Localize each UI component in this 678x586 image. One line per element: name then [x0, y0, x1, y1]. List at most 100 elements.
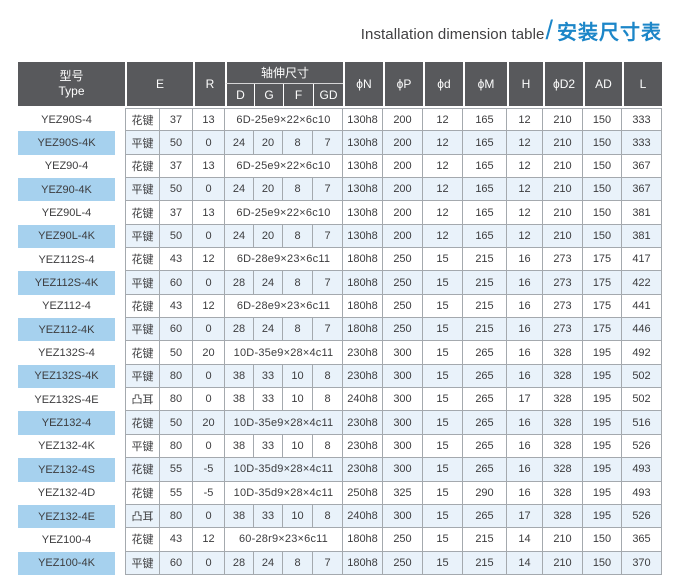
cell-r: 12 [193, 294, 225, 319]
cell-model: YEZ90S-4K [18, 131, 115, 155]
cell-shaft-merged: 10D-35e9×28×4c11 [225, 411, 343, 435]
cell-gd: 7 [313, 224, 343, 249]
cell-ad: 150 [583, 528, 622, 552]
table-row: YEZ100-4K 平键 60 0 28 24 8 7 180h8 250 15 215 14 210 15… [18, 551, 662, 575]
cell-e: 55 [160, 481, 193, 505]
cell-phi-p: 250 [383, 248, 423, 272]
cell-d: 28 [225, 318, 254, 342]
cell-d: 24 [225, 178, 254, 202]
cell-phi-p: 300 [383, 504, 423, 529]
cell-l: 381 [622, 224, 662, 249]
cell-f: 10 [283, 434, 313, 459]
cell-key-type: 花键 [125, 458, 160, 482]
table-row: YEZ132S-4E 凸耳 80 0 38 33 10 8 240h8 300 15 265 17 328… [18, 388, 662, 412]
cell-e: 50 [160, 341, 193, 365]
cell-ad: 150 [583, 178, 622, 202]
cell-shaft-merged: 6D-28e9×23×6c11 [225, 248, 343, 272]
table-row: YEZ112-4K 平键 60 0 28 24 8 7 180h8 250 15 215 16 273 17… [18, 318, 662, 342]
cell-ad: 150 [583, 108, 622, 132]
cell-phi-m: 165 [463, 154, 507, 179]
cell-e: 80 [160, 388, 193, 412]
cell-phi-n: 230h8 [343, 458, 383, 482]
cell-phi-m: 265 [463, 458, 507, 482]
cell-l: 493 [622, 481, 662, 505]
cell-model: YEZ112S-4 [18, 248, 115, 272]
cell-phi-n: 130h8 [343, 224, 383, 249]
cell-key-type: 花键 [125, 294, 160, 319]
cell-d: 38 [225, 388, 254, 412]
cell-phi-m: 265 [463, 388, 507, 412]
cell-e: 43 [160, 294, 193, 319]
cell-model: YEZ132-4D [18, 481, 115, 505]
cell-key-type: 花键 [125, 108, 160, 132]
header-ad: AD [583, 62, 622, 106]
header-phi-d: ϕd [423, 62, 463, 106]
cell-r: 13 [193, 154, 225, 179]
cell-l: 370 [622, 551, 662, 575]
header-g: G [254, 84, 283, 106]
cell-g: 20 [254, 224, 283, 249]
cell-phi-d: 15 [423, 504, 463, 529]
cell-phi-d2: 210 [543, 224, 583, 249]
cell-phi-d: 15 [423, 551, 463, 575]
cell-e: 43 [160, 528, 193, 552]
cell-gd: 7 [313, 551, 343, 575]
cell-phi-p: 250 [383, 294, 423, 319]
cell-e: 55 [160, 458, 193, 482]
cell-phi-d2: 328 [543, 481, 583, 505]
header-d: D [225, 84, 254, 106]
cell-l: 526 [622, 504, 662, 529]
cell-h: 16 [507, 481, 543, 505]
header-r: R [193, 62, 225, 106]
cell-phi-n: 180h8 [343, 551, 383, 575]
cell-ad: 150 [583, 201, 622, 225]
cell-l: 422 [622, 271, 662, 295]
cell-phi-n: 230h8 [343, 341, 383, 365]
cell-phi-n: 130h8 [343, 108, 383, 132]
header-model-zh: 型号 [59, 69, 84, 83]
cell-h: 16 [507, 248, 543, 272]
cell-phi-d2: 210 [543, 551, 583, 575]
cell-phi-d: 15 [423, 318, 463, 342]
cell-d: 38 [225, 364, 254, 389]
cell-h: 17 [507, 388, 543, 412]
cell-l: 502 [622, 364, 662, 389]
cell-model: YEZ100-4K [18, 551, 115, 575]
cell-r: 12 [193, 528, 225, 552]
table-row: YEZ112S-4 花键 43 12 6D-28e9×23×6c11 180h8 250 15… [18, 248, 662, 272]
table-row: YEZ90-4 花键 37 13 6D-25e9×22×6c10 130h8 200 12 16… [18, 154, 662, 179]
cell-h: 12 [507, 154, 543, 179]
table-row: YEZ132-4D 花键 55 -5 10D-35d9×28×4c11 250h8 325 1… [18, 481, 662, 505]
cell-phi-m: 215 [463, 528, 507, 552]
cell-key-type: 凸耳 [125, 504, 160, 529]
cell-phi-d: 15 [423, 341, 463, 365]
cell-r: 13 [193, 108, 225, 132]
cell-r: 0 [193, 131, 225, 155]
cell-phi-m: 165 [463, 131, 507, 155]
cell-ad: 195 [583, 341, 622, 365]
cell-h: 14 [507, 551, 543, 575]
cell-key-type: 花键 [125, 528, 160, 552]
cell-ad: 175 [583, 271, 622, 295]
cell-r: 0 [193, 434, 225, 459]
cell-h: 16 [507, 341, 543, 365]
cell-model: YEZ90L-4 [18, 201, 115, 225]
cell-phi-p: 200 [383, 131, 423, 155]
cell-phi-n: 130h8 [343, 201, 383, 225]
cell-r: 13 [193, 201, 225, 225]
cell-phi-d2: 210 [543, 178, 583, 202]
cell-f: 8 [283, 551, 313, 575]
cell-gd: 7 [313, 131, 343, 155]
cell-phi-d2: 328 [543, 504, 583, 529]
cell-f: 10 [283, 364, 313, 389]
cell-g: 33 [254, 364, 283, 389]
cell-h: 16 [507, 294, 543, 319]
header-model-en: Type [58, 84, 85, 98]
cell-phi-d2: 210 [543, 528, 583, 552]
cell-phi-d2: 328 [543, 411, 583, 435]
cell-shaft-merged: 6D-28e9×23×6c11 [225, 294, 343, 319]
column-gap [115, 131, 125, 155]
cell-phi-n: 240h8 [343, 504, 383, 529]
cell-l: 381 [622, 201, 662, 225]
cell-h: 16 [507, 411, 543, 435]
